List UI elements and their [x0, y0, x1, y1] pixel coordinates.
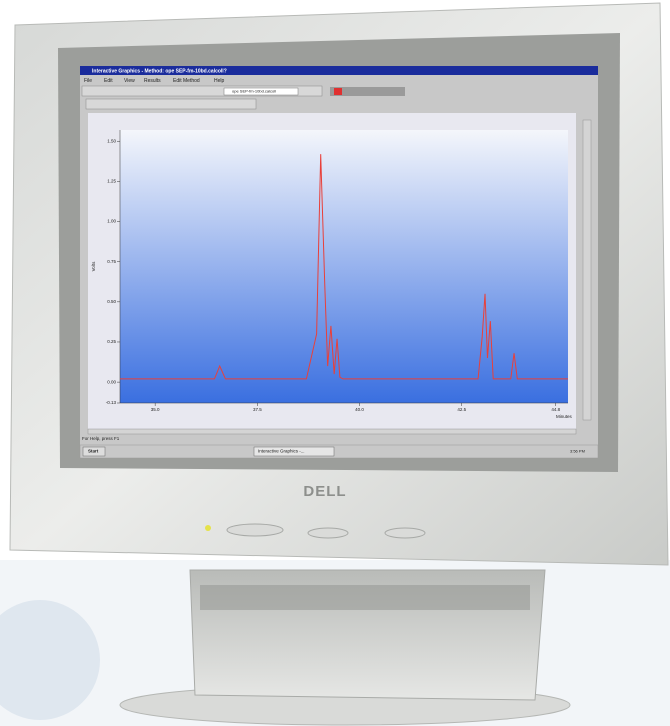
chromatogram-line [120, 154, 568, 380]
y-tick-label: 0.00 [107, 379, 116, 384]
menu-item[interactable]: Help [214, 78, 225, 84]
status-bar: For Help, press F1 [82, 436, 120, 441]
menu-item[interactable]: View [124, 78, 135, 84]
y-tick-label: 1.50 [107, 138, 116, 143]
y-tick-label: 1.00 [107, 219, 116, 224]
button[interactable] [384, 527, 426, 539]
file-box[interactable] [223, 87, 299, 96]
task-label: Interactive Graphics -... [258, 449, 305, 454]
y-tick-label: 0.25 [107, 339, 116, 344]
scrollbar[interactable] [87, 428, 577, 435]
brand-logo: DELL [303, 483, 346, 500]
y-axis-label: Volts [91, 261, 96, 272]
x-tick-label: 44.8 [551, 407, 560, 412]
x-tick-label: 40.0 [355, 407, 364, 412]
toolbar [81, 85, 323, 97]
menu-bar: File Edit View Results Edit Method Help [84, 78, 225, 84]
x-tick-label: 42.5 [457, 407, 466, 412]
plot-area [120, 130, 568, 403]
toolbar-color[interactable] [334, 88, 342, 95]
scrollbar[interactable] [582, 119, 592, 421]
y-tick-label: 0.50 [107, 299, 116, 304]
toolbar-colors [330, 87, 405, 96]
task-button[interactable] [253, 446, 335, 457]
taskbar [79, 444, 599, 459]
button[interactable] [226, 523, 284, 537]
y-tick-label: 0.75 [107, 259, 116, 264]
menu-item[interactable]: Results [144, 78, 161, 84]
menu-item[interactable]: Edit Method [173, 78, 200, 84]
stand-vent [200, 585, 530, 610]
y-tick-label: -0.13 [106, 400, 117, 405]
power-led [205, 525, 211, 531]
menu-item[interactable]: File [84, 78, 92, 84]
menu-item[interactable]: Edit [104, 78, 113, 84]
title-bar [80, 66, 598, 75]
x-tick-label: 35.0 [151, 407, 160, 412]
x-axis-label: Minutes [556, 414, 573, 419]
clock: 3:56 PM [570, 449, 585, 454]
x-tick-label: 37.5 [253, 407, 262, 412]
button[interactable] [307, 527, 349, 539]
toolbar [85, 98, 257, 110]
y-tick-label: 1.25 [107, 179, 116, 184]
start-label: Start [88, 449, 99, 454]
shadow [0, 600, 100, 720]
file-box-text: ope SEP-fm-10bd.calcoll [232, 89, 276, 94]
chart: 1.50 1.25 1.00 0.75 0.50 0.25 0.00 -0.13 35.0 37.… [91, 130, 573, 419]
window-title: Interactive Graphics - Method: ope SEP-f… [92, 68, 227, 74]
start-button[interactable] [82, 446, 106, 457]
